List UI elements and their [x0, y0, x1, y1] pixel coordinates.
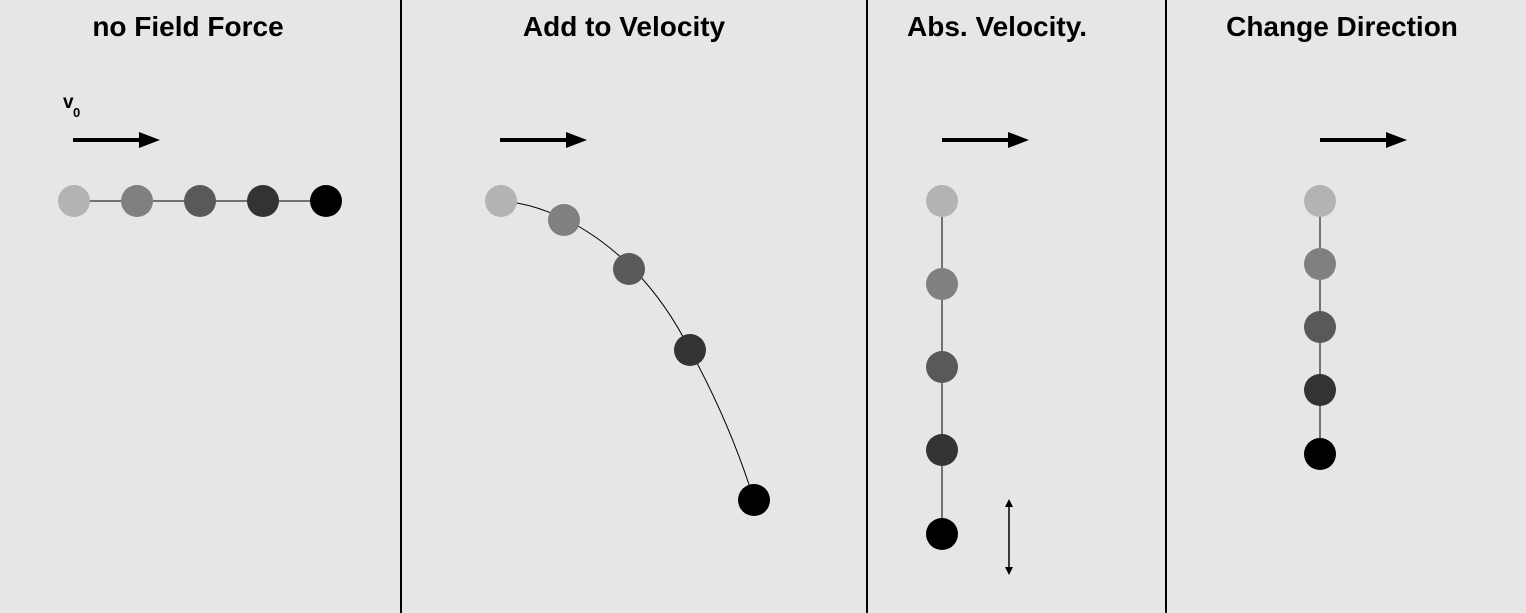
position-dot-1: [58, 185, 90, 217]
panel-title: Add to Velocity: [523, 11, 726, 42]
position-dot-1: [1304, 185, 1336, 217]
position-dot-5: [926, 518, 958, 550]
panel-add-to-velocity: Add to Velocity: [485, 11, 770, 516]
position-dot-4: [674, 334, 706, 366]
position-dot-4: [926, 434, 958, 466]
position-dot-2: [1304, 248, 1336, 280]
trajectory-path: [500, 200, 755, 501]
velocity-subscript: 0: [73, 105, 80, 120]
position-dot-3: [1304, 311, 1336, 343]
position-dot-1: [485, 185, 517, 217]
position-dot-5: [310, 185, 342, 217]
position-dot-3: [613, 253, 645, 285]
position-dot-5: [1304, 438, 1336, 470]
velocity-arrow: [1320, 132, 1407, 148]
velocity-label: v: [63, 92, 74, 113]
panel-no-field-force: no Field Force v 0: [58, 11, 342, 217]
position-dot-4: [1304, 374, 1336, 406]
position-dot-5: [738, 484, 770, 516]
panel-title: no Field Force: [92, 11, 283, 42]
double-arrow-icon: [1005, 499, 1013, 575]
velocity-arrow: [942, 132, 1029, 148]
position-dot-3: [926, 351, 958, 383]
panel-title: Abs. Velocity.: [907, 11, 1087, 42]
velocity-arrow: [73, 132, 160, 148]
position-dot-1: [926, 185, 958, 217]
position-dot-2: [926, 268, 958, 300]
position-dot-3: [184, 185, 216, 217]
position-dot-2: [548, 204, 580, 236]
panel-title: Change Direction: [1226, 11, 1458, 42]
position-dot-2: [121, 185, 153, 217]
panel-change-direction: Change Direction: [1226, 11, 1458, 470]
position-dot-4: [247, 185, 279, 217]
velocity-arrow: [500, 132, 587, 148]
panel-abs-velocity: Abs. Velocity.: [907, 11, 1087, 575]
